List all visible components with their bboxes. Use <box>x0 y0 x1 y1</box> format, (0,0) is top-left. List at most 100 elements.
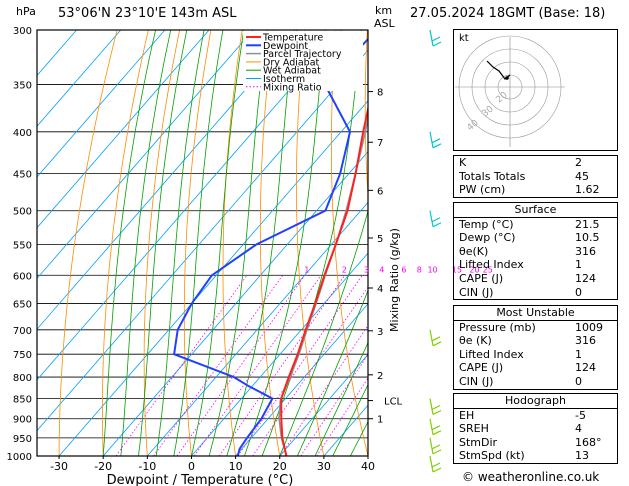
most-unstable-row: CIN (J) 0 <box>454 375 617 389</box>
hodograph-unit-label: kt <box>459 33 469 44</box>
isotherm-line <box>37 49 368 432</box>
dry-adiabat-line <box>259 30 281 456</box>
index-label: Lifted Index <box>459 347 524 361</box>
index-value: 168° <box>575 435 602 449</box>
wet-adiabat-line <box>102 30 156 456</box>
surface-title: Surface <box>454 203 617 218</box>
height-tick-label: 8 <box>377 88 383 99</box>
index-label: Lifted Index <box>459 258 524 272</box>
mixing-ratio-line <box>153 275 284 456</box>
hodograph-row: SREH 4 <box>454 422 617 436</box>
mixing-ratio-label: 3 <box>364 265 369 274</box>
indices-top-table: K 2 Totals Totals 45 PW (cm) 1.62 <box>453 155 618 198</box>
mixing-ratio-label: 6 <box>401 265 406 274</box>
wind-barb-flag <box>432 341 442 347</box>
dewpoint-profile <box>172 37 368 456</box>
index-value: 1 <box>575 258 582 272</box>
height-tick-label: 6 <box>377 186 383 197</box>
pressure-tick-label: 900 <box>13 415 32 426</box>
x-tick-label: 10 <box>229 460 243 473</box>
index-row-pw: PW (cm) 1.62 <box>454 183 617 197</box>
index-label: PW (cm) <box>459 183 506 197</box>
height-unit-label: km <box>375 4 393 17</box>
height-tick-label: 5 <box>377 234 383 245</box>
index-value: 124 <box>575 361 596 375</box>
dry-adiabat-line <box>295 30 325 456</box>
pressure-tick-label: 1000 <box>7 452 32 463</box>
temperature-profile <box>280 104 368 456</box>
wind-barb-flag <box>432 449 442 455</box>
datetime-label: 27.05.2024 18GMT (Base: 18) <box>410 6 606 21</box>
wet-adiabat-line <box>155 30 205 456</box>
x-tick-label: 0 <box>188 460 195 473</box>
index-label: θe (K) <box>459 334 492 348</box>
pressure-tick-label: 750 <box>13 350 32 361</box>
legend-label-mixing-ratio: Mixing Ratio <box>263 82 322 93</box>
wet-adiabat-line <box>314 341 368 456</box>
x-tick-label: -20 <box>94 460 112 473</box>
isotherm-line <box>37 30 122 127</box>
wind-barb-staff <box>429 437 434 454</box>
height-unit-label-asl: ASL <box>374 17 395 30</box>
wind-barb-staff <box>429 398 434 415</box>
wet-adiabat-line <box>120 30 172 456</box>
index-label: Pressure (mb) <box>459 320 536 334</box>
wet-adiabat-line <box>279 209 368 456</box>
mixing-ratio-label: 15 <box>452 265 462 274</box>
wind-barb-flag <box>431 217 441 223</box>
index-value: 4 <box>575 422 582 436</box>
location-label: 53°06'N 23°10'E 143m ASL <box>58 6 237 21</box>
hodograph-table: Hodograph EH -5 SREH 4 StmDir 168° StmSpd (… <box>453 393 618 464</box>
pressure-tick-label: 850 <box>13 394 32 405</box>
hodograph-storm-marker <box>505 76 509 80</box>
index-value: 1009 <box>575 320 603 334</box>
mixing-ratio-label: 25 <box>483 265 493 274</box>
wet-adiabat-line <box>191 30 245 456</box>
copyright-label[interactable]: © weatheronline.co.uk <box>462 470 600 484</box>
wind-barb-flag <box>432 409 442 416</box>
pressure-unit-label: hPa <box>16 5 36 18</box>
wind-barb-flag <box>431 444 441 450</box>
index-label: EH <box>459 408 475 422</box>
index-row-k: K 2 <box>454 156 617 170</box>
hodograph: kt 20 30 40 <box>453 29 618 151</box>
pressure-tick-label: 450 <box>13 169 32 180</box>
index-label: SREH <box>459 422 489 436</box>
most-unstable-row: θe (K) 316 <box>454 334 617 348</box>
hodograph-row: StmDir 168° <box>454 436 617 450</box>
pressure-tick-label: 650 <box>13 300 32 311</box>
pressure-tick-label: 950 <box>13 434 32 445</box>
isotherm-line <box>279 353 368 456</box>
wind-barb-staff <box>429 329 434 346</box>
index-label: Temp (°C) <box>459 217 514 231</box>
surface-row: Lifted Index 1 <box>454 258 617 272</box>
height-tick-label: 2 <box>377 371 383 382</box>
index-label: StmSpd (kt) <box>459 449 525 463</box>
height-tick-label: 3 <box>377 327 383 338</box>
index-value: 124 <box>575 271 596 285</box>
surface-row: CAPE (J) 124 <box>454 272 617 286</box>
pressure-tick-label: 400 <box>13 128 32 139</box>
wind-barb-flag <box>432 222 442 228</box>
mixing-ratio-line <box>193 275 322 456</box>
legend-label-dewpoint: Dewpoint <box>263 41 308 52</box>
mixing-ratio-line <box>176 275 306 456</box>
surface-table: Surface Temp (°C) 21.5 Dewp (°C) 10.5 θe(K… <box>453 202 618 301</box>
isotherm-line <box>147 201 368 456</box>
mixing-ratio-label: 1 <box>304 265 309 274</box>
mixing-ratio-line <box>252 286 368 456</box>
dry-adiabat-line <box>222 30 243 456</box>
wind-barb-flag <box>432 430 442 436</box>
wind-barb-flag <box>431 425 441 431</box>
mixing-ratio-label: 10 <box>427 265 437 274</box>
pressure-tick-label: 600 <box>13 271 32 282</box>
wind-barb <box>429 455 442 473</box>
isotherm-line <box>37 30 342 381</box>
pressure-tick-label: 550 <box>13 240 32 251</box>
dry-adiabat-line <box>618 30 629 456</box>
dry-adiabat-line <box>183 30 212 456</box>
surface-row: θe(K) 316 <box>454 245 617 259</box>
pressure-tick-label: 700 <box>13 326 32 337</box>
